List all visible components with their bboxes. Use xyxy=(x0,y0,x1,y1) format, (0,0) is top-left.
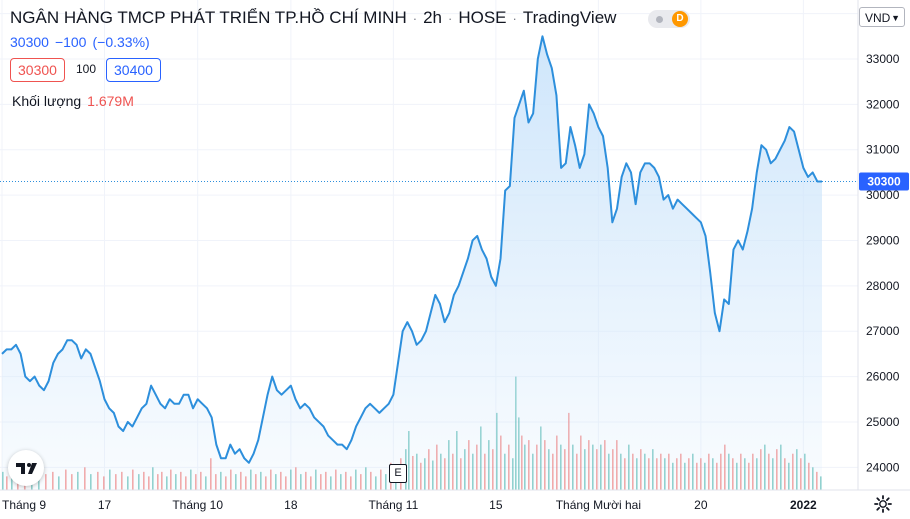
y-tick-label: 26000 xyxy=(866,370,900,384)
volume-legend[interactable]: Khối lượng 1.679M xyxy=(12,93,134,109)
x-tick-label: Tháng 10 xyxy=(172,498,223,512)
svg-text:30300: 30300 xyxy=(867,174,901,188)
symbol-name: NGÂN HÀNG TMCP PHÁT TRIỂN TP.HỒ CHÍ MINH xyxy=(10,8,407,27)
x-tick-label: 2022 xyxy=(790,498,817,512)
exchange: HOSE xyxy=(458,8,507,27)
tradingview-logo-icon[interactable] xyxy=(8,450,44,486)
bid-price[interactable]: 30300 xyxy=(10,58,65,82)
x-tick-label: 18 xyxy=(284,498,298,512)
ask-price[interactable]: 30400 xyxy=(106,58,161,82)
y-tick-label: 33000 xyxy=(866,52,900,66)
price-change: −100 xyxy=(54,34,87,50)
y-tick-label: 30000 xyxy=(866,188,900,202)
spread: 100 xyxy=(76,62,97,76)
y-tick-label: 25000 xyxy=(866,415,900,429)
separator: · xyxy=(448,11,453,26)
price-axis: 24000 25000 26000 27000 28000 29000 30000 31000… xyxy=(866,7,900,475)
x-tick-label: Tháng 9 xyxy=(2,498,46,512)
y-tick-label: 31000 xyxy=(866,143,900,157)
chevron-down-icon: ▼ xyxy=(891,13,900,23)
chart-title: NGÂN HÀNG TMCP PHÁT TRIỂN TP.HỒ CHÍ MINH… xyxy=(10,8,616,28)
y-tick-label: 32000 xyxy=(866,97,900,111)
x-tick-label: 15 xyxy=(489,498,503,512)
currency-value: VND xyxy=(865,11,891,25)
last-price: 30300 xyxy=(10,34,49,50)
interval[interactable]: 2h xyxy=(423,8,442,27)
source: TradingView xyxy=(522,8,617,27)
price-area xyxy=(2,36,822,491)
currency-select[interactable]: VND ▼ xyxy=(859,7,905,27)
y-tick-label: 24000 xyxy=(866,460,900,474)
y-tick-label: 27000 xyxy=(866,324,900,338)
volume-label: Khối lượng xyxy=(12,93,82,109)
delayed-data-badge: D xyxy=(672,11,688,27)
earnings-marker[interactable]: E xyxy=(389,464,407,483)
gear-icon[interactable] xyxy=(873,494,893,514)
separator: · xyxy=(512,11,517,26)
market-status-badge[interactable]: D xyxy=(648,10,690,28)
market-closed-dot-icon xyxy=(656,16,663,23)
time-axis: Tháng 9 17 Tháng 10 18 Tháng 11 15 Tháng Mười … xyxy=(2,498,817,512)
x-tick-label: Tháng Mười hai xyxy=(556,498,641,512)
y-tick-label: 28000 xyxy=(866,279,900,293)
x-tick-label: Tháng 11 xyxy=(368,498,418,512)
y-tick-label: 29000 xyxy=(866,233,900,247)
last-price-line: 30300 −100 (−0.33%) xyxy=(10,34,156,50)
x-tick-label: 17 xyxy=(98,498,112,512)
price-line xyxy=(1,35,822,464)
x-tick-label: 20 xyxy=(694,498,708,512)
volume-value: 1.679M xyxy=(87,93,134,109)
current-price-label: 30300 xyxy=(859,172,909,191)
price-change-percent: (−0.33%) xyxy=(92,34,150,50)
separator: · xyxy=(412,11,418,26)
